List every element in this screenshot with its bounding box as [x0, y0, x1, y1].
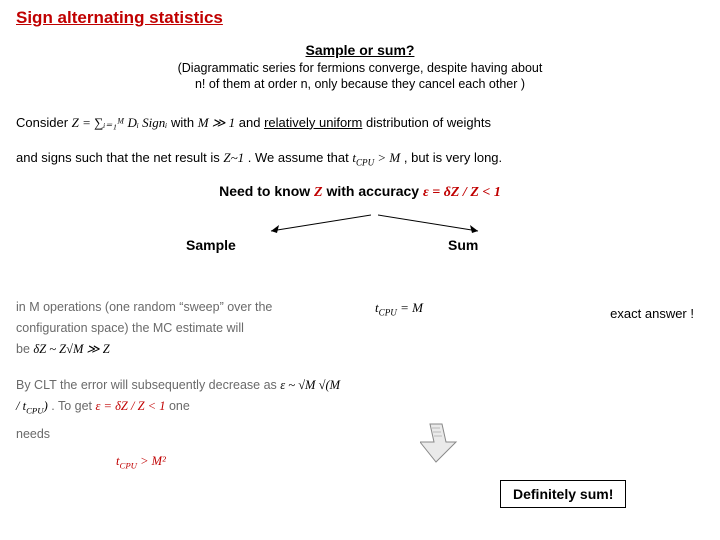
- text: Need to know: [219, 183, 314, 199]
- needs-text: needs: [16, 424, 345, 445]
- sample-text-1: in M operations (one random “sweep” over…: [16, 297, 345, 340]
- text: with: [171, 115, 198, 130]
- note-line1: (Diagrammatic series for fermions conver…: [178, 61, 543, 75]
- paragraph-2: and signs such that the net result is Z~…: [16, 146, 704, 171]
- text: and signs such that the net result is: [16, 150, 223, 165]
- formula-z1: Z~1: [223, 150, 244, 165]
- note: (Diagrammatic series for fermions conver…: [16, 60, 704, 93]
- column-sample: in M operations (one random “sweep” over…: [16, 297, 345, 474]
- text: , but is very long.: [404, 150, 502, 165]
- page-title: Sign alternating statistics: [16, 8, 704, 28]
- formula-m-large: M ≫ 1: [198, 115, 235, 130]
- conclusion-box: Definitely sum!: [500, 480, 626, 508]
- text-underline: relatively uniform: [264, 115, 362, 130]
- formula-tcpu-m2: tCPU > M²: [116, 451, 345, 473]
- exact-answer: exact answer !: [610, 303, 694, 325]
- formula-eps-red: ε = δZ / Z < 1: [95, 399, 165, 413]
- formula-tcpu: tCPU > M: [352, 150, 400, 165]
- sample-text-2: be δZ ~ Z√M ≫ Z: [16, 339, 345, 360]
- text: and: [239, 115, 264, 130]
- arrow-down-icon: [420, 420, 466, 466]
- text: distribution of weights: [366, 115, 491, 130]
- paragraph-1: Consider Z = ∑ᵢ₌₁ᴹ Dᵢ Signᵢ with M ≫ 1 a…: [16, 111, 704, 134]
- z-red: Z: [314, 185, 323, 200]
- formula-deltaz: δZ ~ Z√M ≫ Z: [33, 342, 109, 356]
- arrow-left-icon: [261, 211, 371, 235]
- label-sample: Sample: [186, 237, 236, 253]
- text: with accuracy: [326, 183, 423, 199]
- arrow-right-icon: [378, 211, 488, 235]
- epsilon-red: ε = δZ / Z < 1: [423, 185, 501, 200]
- branch-split: Sample Sum: [16, 209, 704, 249]
- text: . We assume that: [248, 150, 353, 165]
- label-sum: Sum: [448, 237, 478, 253]
- center-statement: Need to know Z with accuracy ε = δZ / Z …: [16, 183, 704, 201]
- columns: in M operations (one random “sweep” over…: [16, 297, 704, 474]
- note-line2: n! of them at order n, only because they…: [195, 77, 525, 91]
- subtitle: Sample or sum?: [16, 42, 704, 58]
- sample-text-3: By CLT the error will subsequently decre…: [16, 375, 345, 419]
- text: Consider: [16, 115, 72, 130]
- formula-z-sum: Z = ∑ᵢ₌₁ᴹ Dᵢ Signᵢ: [72, 115, 168, 130]
